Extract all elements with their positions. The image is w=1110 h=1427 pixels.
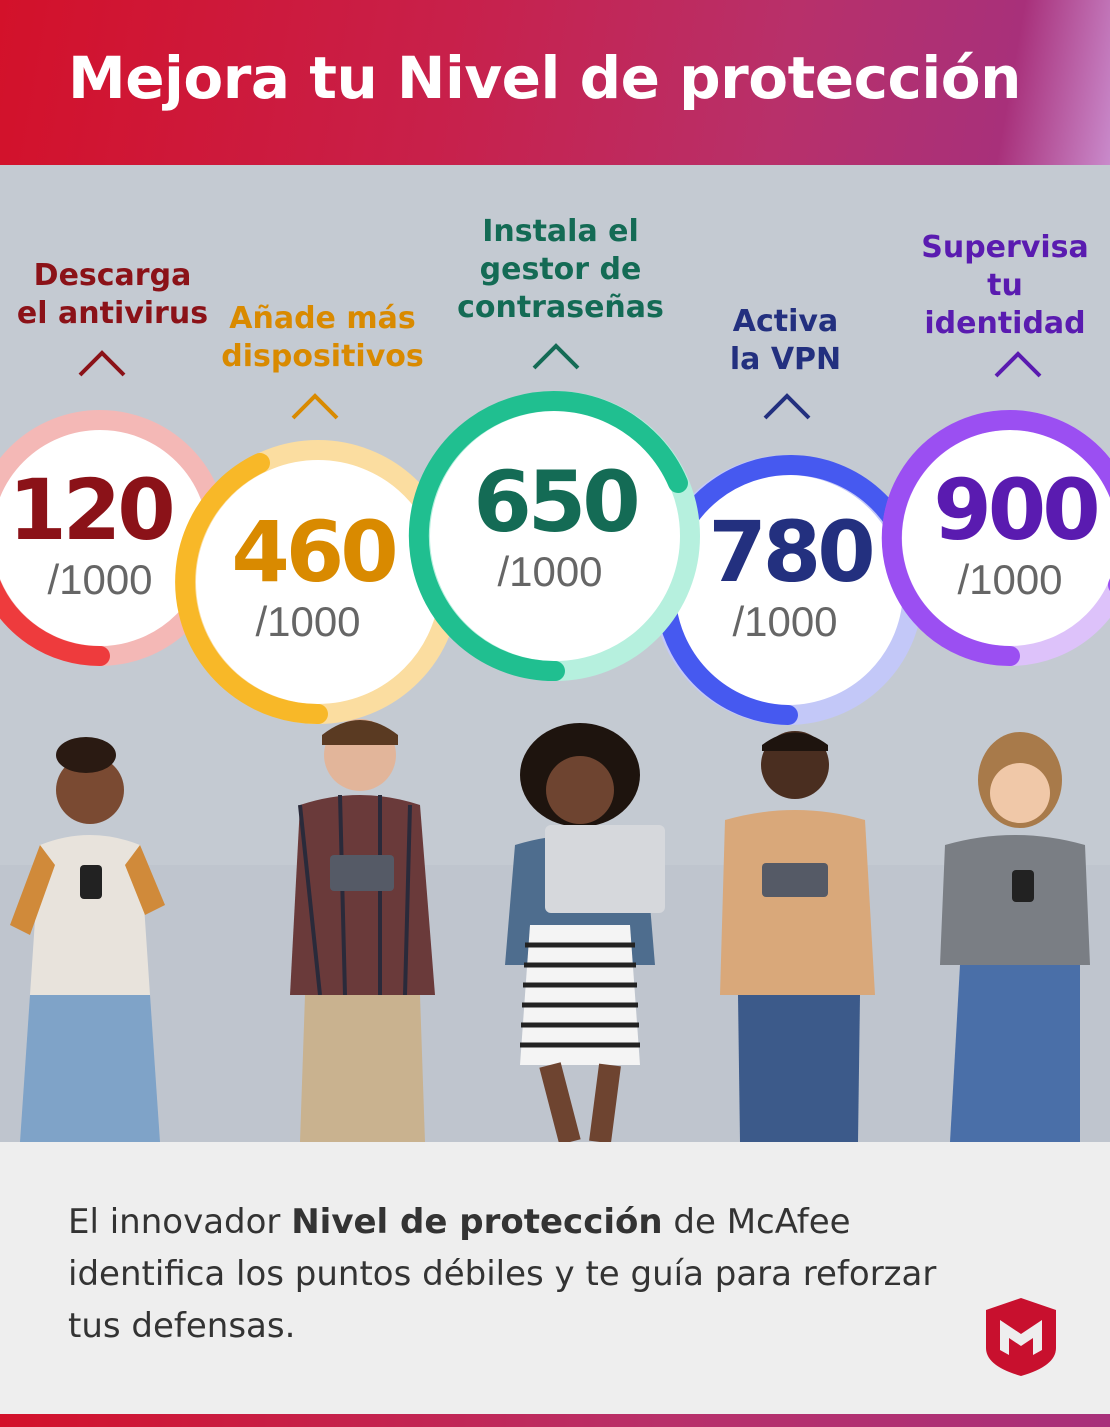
bottom-accent-bar <box>0 1414 1110 1427</box>
step-label-line: tu <box>987 268 1023 303</box>
step-label-line: Activa <box>732 304 839 339</box>
step-label-identity: Supervisa tu identidad <box>915 229 1095 343</box>
footer-section: El innovador Nivel de protección de McAf… <box>0 1142 1110 1414</box>
step-label-line: dispositivos <box>221 339 424 374</box>
person-man-tablet-2 <box>720 731 875 1142</box>
person-woman-phone-1 <box>10 737 165 1142</box>
score-block-120: 120 /1000 <box>0 465 180 605</box>
score-rings <box>0 391 1110 725</box>
chevron-up-icon <box>994 351 1042 378</box>
score-value: 650 <box>473 453 640 551</box>
step-label-devices: Añade más dispositivos <box>215 300 430 376</box>
score-denominator: /1000 <box>47 556 153 603</box>
score-value: 120 <box>8 461 175 559</box>
score-value: 900 <box>933 461 1100 559</box>
score-denominator: /1000 <box>957 556 1063 603</box>
score-block-900: 900 /1000 <box>920 465 1110 605</box>
person-woman-phone-2 <box>940 732 1090 1142</box>
people-photo: Descarga el antivirus Añade más disposit… <box>0 165 1110 1142</box>
step-label-line: la VPN <box>729 342 842 377</box>
footer-text-bold: Nivel de protección <box>291 1202 663 1242</box>
step-label-line: gestor de <box>479 252 642 287</box>
score-block-460: 460 /1000 <box>218 507 408 647</box>
step-label-password-manager: Instala el gestor de contraseñas <box>448 213 673 327</box>
score-denominator: /1000 <box>497 548 603 595</box>
step-label-vpn: Activa la VPN <box>703 303 868 379</box>
mcafee-shield-icon <box>986 1298 1056 1376</box>
step-label-line: Añade más <box>229 301 416 336</box>
step-label-antivirus: Descarga el antivirus <box>15 257 210 333</box>
chevron-up-icon <box>291 393 339 420</box>
page-title: Mejora tu Nivel de protección <box>68 44 1021 112</box>
footer-text-prefix: El innovador <box>68 1202 292 1242</box>
people-illustration <box>0 165 1110 1142</box>
score-denominator: /1000 <box>255 598 361 645</box>
score-value: 780 <box>708 503 875 601</box>
step-label-line: identidad <box>924 306 1086 341</box>
chevron-up-icon <box>78 350 126 377</box>
step-label-line: Supervisa <box>921 230 1089 265</box>
score-ring-900 <box>881 410 1110 666</box>
step-label-line: contraseñas <box>457 290 664 325</box>
footer-description: El innovador Nivel de protección de McAf… <box>68 1196 948 1352</box>
chevron-up-icon <box>763 393 811 420</box>
score-value: 460 <box>231 503 398 601</box>
chevron-up-icon <box>532 343 580 370</box>
header-banner: Mejora tu Nivel de protección <box>0 0 1110 165</box>
step-label-line: el antivirus <box>16 296 209 331</box>
person-woman-laptop <box>505 723 665 1142</box>
score-block-780: 780 /1000 <box>695 507 885 647</box>
footer-text-suffix: de McAfee identifica los puntos débiles … <box>68 1202 937 1346</box>
step-label-line: Instala el <box>482 214 639 249</box>
person-man-tablet <box>290 719 435 1142</box>
score-block-650: 650 /1000 <box>460 457 650 597</box>
score-denominator: /1000 <box>732 598 838 645</box>
step-label-line: Descarga <box>33 258 192 293</box>
score-ring-650 <box>408 391 700 682</box>
